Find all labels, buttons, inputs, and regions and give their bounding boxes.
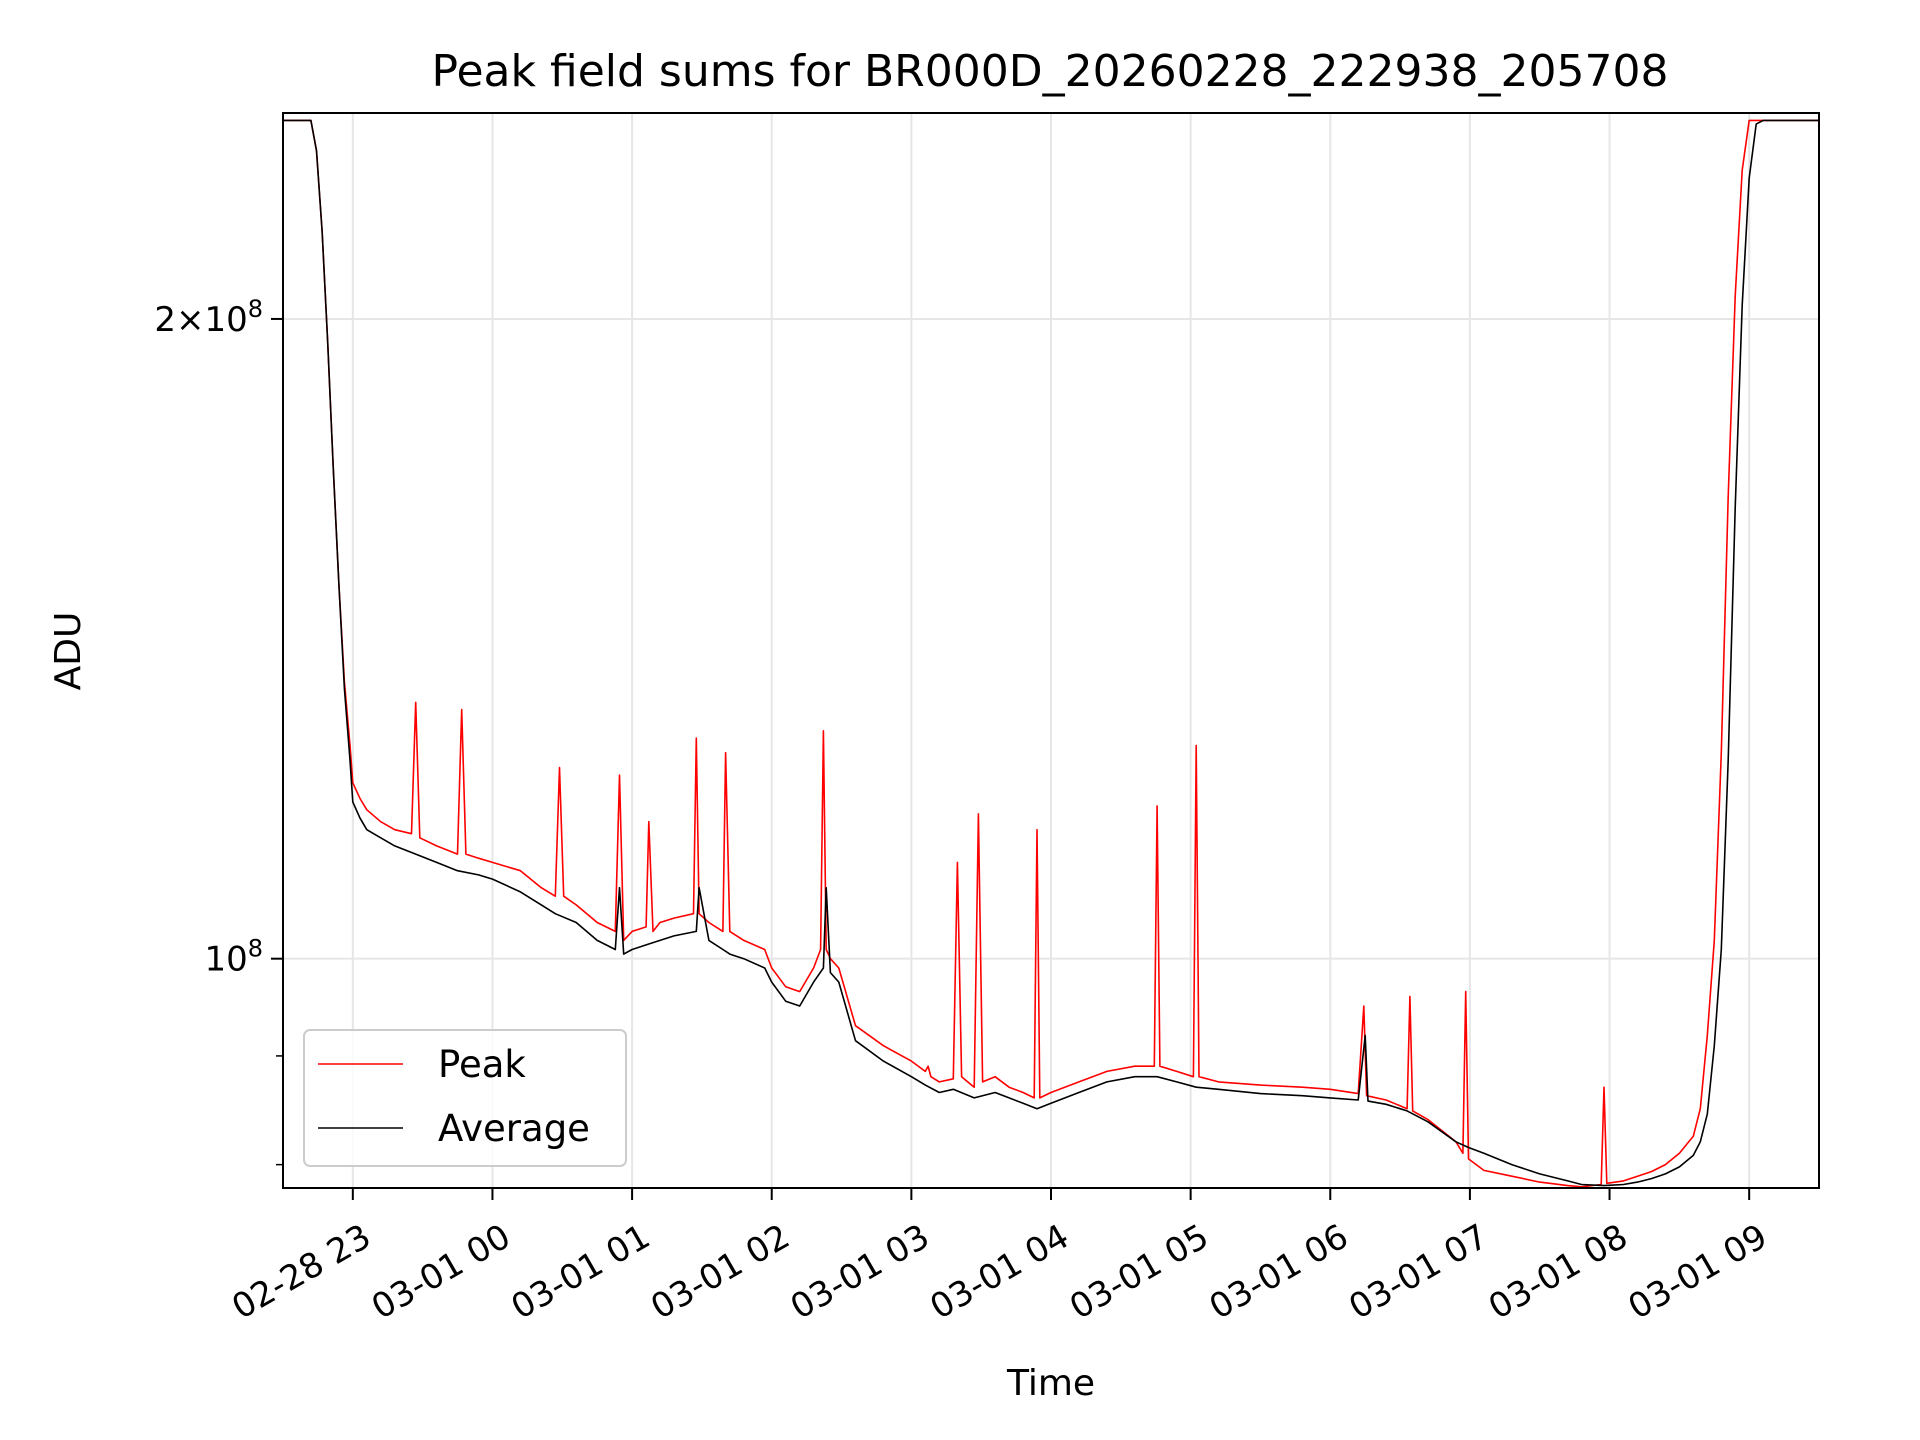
x-axis-label: Time <box>1006 1363 1095 1404</box>
legend-label-average: Average <box>438 1107 590 1150</box>
chart-title: Peak field sums for BR000D_20260228_2229… <box>432 46 1669 97</box>
y-tick-label: 2×108 <box>154 295 263 340</box>
grid <box>276 113 1819 1188</box>
series-line-peak <box>283 119 1819 1188</box>
series-layer <box>283 119 1819 1188</box>
y-axis: 2×108 108 <box>154 295 283 980</box>
legend-label-peak: Peak <box>438 1043 526 1086</box>
y-tick-label: 108 <box>204 935 263 980</box>
y-axis-label: ADU <box>48 612 89 691</box>
series-line-average <box>283 119 1819 1187</box>
legend: Peak Average <box>303 1029 627 1167</box>
